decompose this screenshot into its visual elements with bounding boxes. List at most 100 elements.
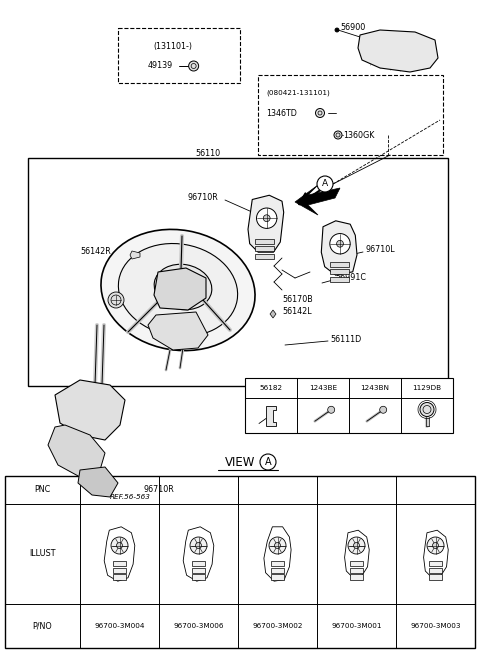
Polygon shape	[345, 530, 369, 578]
Circle shape	[264, 215, 270, 221]
Polygon shape	[148, 312, 208, 350]
Polygon shape	[55, 380, 125, 440]
Bar	[255, 246, 274, 252]
Circle shape	[420, 403, 434, 417]
Text: ILLUST: ILLUST	[29, 550, 56, 559]
Circle shape	[315, 109, 324, 117]
Bar	[192, 574, 205, 580]
Circle shape	[427, 537, 444, 554]
Polygon shape	[130, 251, 140, 259]
Text: 49139: 49139	[148, 62, 173, 71]
Text: 1243BE: 1243BE	[309, 385, 337, 391]
Text: 56170B: 56170B	[282, 295, 313, 305]
Text: 96710L: 96710L	[365, 246, 395, 255]
Polygon shape	[264, 527, 291, 581]
Polygon shape	[48, 425, 105, 477]
Text: REF.56-563: REF.56-563	[110, 494, 151, 500]
Circle shape	[317, 176, 333, 192]
Bar	[113, 574, 126, 580]
Polygon shape	[321, 221, 357, 275]
Text: 56991C: 56991C	[335, 274, 366, 282]
Circle shape	[328, 406, 335, 413]
Bar	[271, 568, 284, 572]
Text: 56182: 56182	[259, 385, 283, 391]
Circle shape	[348, 537, 365, 554]
Bar	[271, 561, 284, 566]
Text: A: A	[322, 179, 328, 189]
Text: 96710R: 96710R	[188, 193, 219, 202]
Text: 96710R: 96710R	[144, 485, 174, 495]
Bar	[113, 568, 126, 572]
Text: 1360GK: 1360GK	[343, 130, 374, 140]
Polygon shape	[270, 310, 276, 318]
Text: PNC: PNC	[35, 485, 50, 495]
Bar	[429, 568, 442, 572]
Text: 56142L: 56142L	[282, 307, 312, 316]
Bar	[5, 476, 475, 648]
Circle shape	[111, 537, 128, 554]
Text: VIEW: VIEW	[225, 455, 255, 468]
Circle shape	[189, 61, 199, 71]
Polygon shape	[295, 185, 340, 215]
Bar	[350, 568, 363, 572]
Text: 1129DB: 1129DB	[412, 385, 442, 391]
Circle shape	[275, 542, 280, 548]
Circle shape	[117, 542, 122, 548]
Polygon shape	[183, 527, 214, 581]
Bar	[330, 277, 348, 282]
Text: 56111D: 56111D	[330, 335, 361, 345]
Text: (080421-131101): (080421-131101)	[266, 90, 330, 96]
Bar	[118, 28, 240, 83]
Bar	[271, 574, 284, 580]
Text: 96700-3M001: 96700-3M001	[331, 623, 382, 629]
Bar	[113, 561, 126, 566]
Circle shape	[108, 292, 124, 308]
Text: 96700-3M006: 96700-3M006	[173, 623, 224, 629]
Text: P/NO: P/NO	[33, 622, 52, 631]
Text: 56142R: 56142R	[80, 248, 111, 257]
Bar	[429, 561, 442, 566]
Polygon shape	[424, 530, 448, 578]
Circle shape	[195, 542, 202, 548]
Circle shape	[432, 542, 438, 548]
Text: 56900: 56900	[340, 24, 365, 33]
Bar	[350, 574, 363, 580]
Polygon shape	[154, 268, 206, 310]
Circle shape	[190, 537, 207, 554]
Text: 96700-3M002: 96700-3M002	[252, 623, 303, 629]
Text: 56110: 56110	[195, 149, 220, 157]
Polygon shape	[104, 527, 135, 581]
Bar	[192, 568, 205, 572]
Circle shape	[334, 131, 342, 139]
Circle shape	[330, 234, 350, 254]
Bar	[255, 238, 274, 244]
Bar	[255, 254, 274, 259]
Circle shape	[335, 28, 339, 32]
Ellipse shape	[119, 244, 238, 337]
Bar	[258, 75, 443, 155]
Bar	[192, 561, 205, 566]
Text: 1346TD: 1346TD	[266, 109, 297, 117]
Bar	[330, 261, 348, 267]
Bar	[245, 378, 453, 433]
Circle shape	[256, 208, 277, 229]
Ellipse shape	[101, 229, 255, 350]
Text: 1243BN: 1243BN	[360, 385, 389, 391]
Circle shape	[354, 542, 360, 548]
Circle shape	[380, 406, 387, 413]
Text: 96700-3M004: 96700-3M004	[94, 623, 145, 629]
Circle shape	[336, 240, 343, 247]
Ellipse shape	[154, 264, 212, 310]
Bar	[28, 158, 448, 386]
Polygon shape	[78, 467, 118, 497]
Polygon shape	[248, 195, 284, 252]
Bar	[350, 561, 363, 566]
Text: 96700-3M003: 96700-3M003	[410, 623, 461, 629]
Text: (131101-): (131101-)	[154, 41, 192, 50]
Circle shape	[260, 454, 276, 470]
Polygon shape	[266, 405, 276, 426]
Polygon shape	[358, 30, 438, 72]
Bar	[330, 269, 348, 274]
Circle shape	[269, 537, 286, 554]
Text: A: A	[264, 457, 271, 467]
